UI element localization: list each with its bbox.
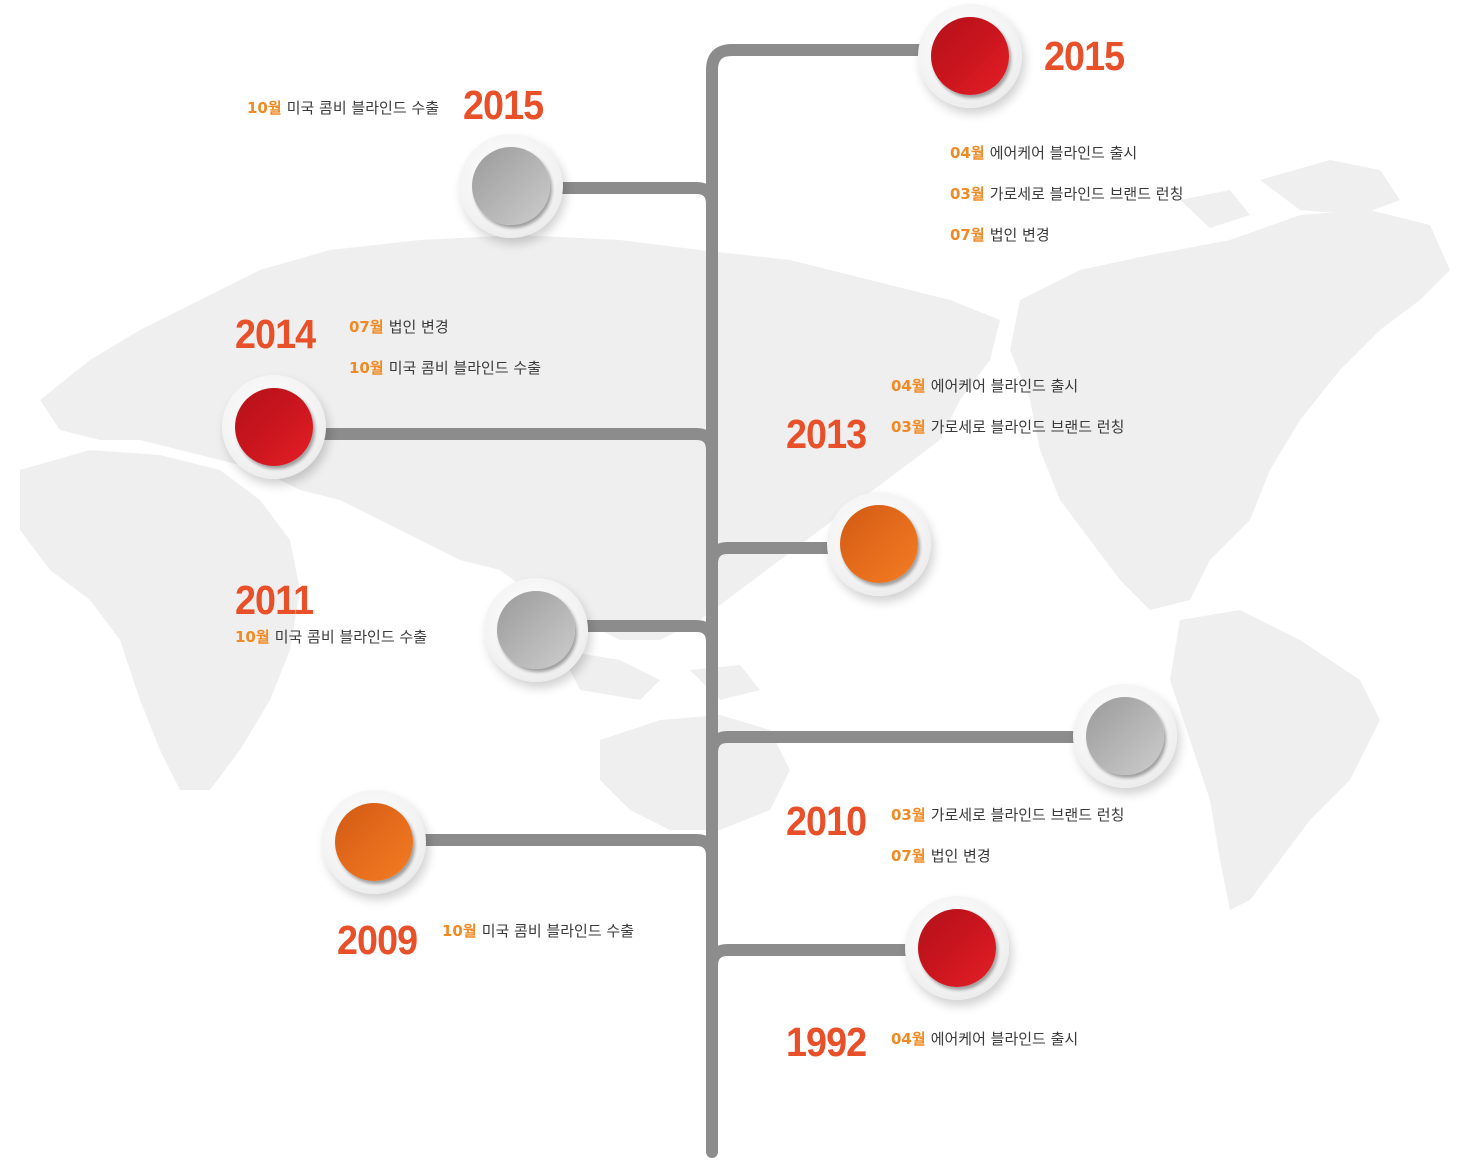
event-month: 10월: [442, 922, 477, 940]
year-label: 2015: [463, 82, 544, 128]
gray-circle-marker: [497, 591, 575, 669]
orange-circle-marker: [840, 505, 918, 583]
milestone-node-1992[interactable]: [905, 896, 1009, 1000]
orange-circle-marker: [335, 803, 413, 881]
year-label: 2014: [235, 311, 316, 357]
event-text: 미국 콤비 블라인드 수출: [274, 628, 427, 646]
event-entry: 10월 미국 콤비 블라인드 수출: [349, 361, 541, 376]
event-text: 미국 콤비 블라인드 수출: [481, 922, 634, 940]
event-entry: 07월 법인 변경: [950, 228, 1050, 243]
branch-2013: [706, 542, 841, 570]
branch-2014: [314, 428, 718, 456]
branch-1992: [706, 944, 918, 972]
branch-2010: [706, 731, 1086, 759]
event-text: 에어케어 블라인드 출시: [930, 1030, 1079, 1048]
event-month: 04월: [950, 144, 985, 162]
gray-circle-marker: [472, 147, 550, 225]
event-month: 10월: [349, 359, 384, 377]
event-entry: 03월 가로세로 블라인드 브랜드 런칭: [891, 808, 1124, 823]
event-entry: 04월 에어케어 블라인드 출시: [950, 146, 1137, 161]
year-label: 2013: [786, 411, 867, 457]
event-text: 법인 변경: [989, 226, 1050, 244]
event-entry: 10월 미국 콤비 블라인드 수출: [442, 924, 634, 939]
event-month: 03월: [891, 806, 926, 824]
red-circle-marker: [918, 909, 996, 987]
event-entry: 03월 가로세로 블라인드 브랜드 런칭: [950, 187, 1183, 202]
event-text: 법인 변경: [930, 847, 991, 865]
milestone-node-2015-left[interactable]: [459, 134, 563, 238]
branch-2011: [574, 620, 718, 648]
event-text: 에어케어 블라인드 출시: [930, 377, 1079, 395]
event-month: 07월: [891, 847, 926, 865]
timeline-trunk: [706, 44, 936, 1158]
event-entry: 10월 미국 콤비 블라인드 수출: [247, 101, 439, 116]
branch-2015-left: [554, 182, 718, 210]
event-entry: 07월 법인 변경: [891, 849, 991, 864]
branch-2009: [414, 834, 718, 862]
event-entry: 07월 법인 변경: [349, 320, 449, 335]
red-circle-marker: [931, 17, 1009, 95]
event-text: 가로세로 블라인드 브랜드 런칭: [930, 418, 1125, 436]
red-circle-marker: [235, 388, 313, 466]
event-text: 가로세로 블라인드 브랜드 런칭: [989, 185, 1184, 203]
event-text: 미국 콤비 블라인드 수출: [388, 359, 541, 377]
event-month: 04월: [891, 377, 926, 395]
milestone-node-2010[interactable]: [1073, 684, 1177, 788]
year-label: 2010: [786, 798, 867, 844]
milestone-node-2009[interactable]: [322, 790, 426, 894]
event-text: 가로세로 블라인드 브랜드 런칭: [930, 806, 1125, 824]
event-month: 03월: [891, 418, 926, 436]
event-month: 07월: [349, 318, 384, 336]
year-label: 2011: [235, 577, 314, 623]
year-label: 1992: [786, 1019, 867, 1065]
event-month: 04월: [891, 1030, 926, 1048]
event-entry: 03월 가로세로 블라인드 브랜드 런칭: [891, 420, 1124, 435]
year-label: 2009: [337, 917, 418, 963]
year-label: 2015: [1044, 33, 1125, 79]
event-month: 10월: [247, 99, 282, 117]
event-text: 미국 콤비 블라인드 수출: [286, 99, 439, 117]
milestone-node-2014[interactable]: [222, 375, 326, 479]
event-text: 법인 변경: [388, 318, 449, 336]
event-entry: 04월 에어케어 블라인드 출시: [891, 1032, 1078, 1047]
event-text: 에어케어 블라인드 출시: [989, 144, 1138, 162]
milestone-node-2011[interactable]: [484, 578, 588, 682]
event-month: 10월: [235, 628, 270, 646]
event-entry: 10월 미국 콤비 블라인드 수출: [235, 630, 427, 645]
event-month: 03월: [950, 185, 985, 203]
milestone-node-2015-right[interactable]: [918, 4, 1022, 108]
event-month: 07월: [950, 226, 985, 244]
milestone-node-2013[interactable]: [827, 492, 931, 596]
gray-circle-marker: [1086, 697, 1164, 775]
event-entry: 04월 에어케어 블라인드 출시: [891, 379, 1078, 394]
